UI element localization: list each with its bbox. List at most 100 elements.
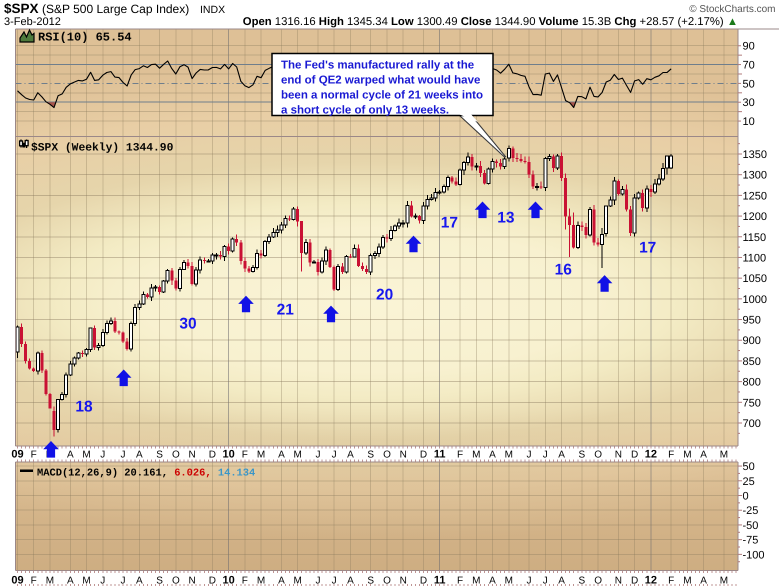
svg-text:900: 900 xyxy=(743,335,761,347)
svg-text:A: A xyxy=(278,576,285,586)
svg-text:1300: 1300 xyxy=(743,170,767,182)
svg-text:30: 30 xyxy=(743,97,755,109)
svg-text:M: M xyxy=(257,450,265,461)
svg-text:(S&P 500 Large Cap Index): (S&P 500 Large Cap Index) xyxy=(42,2,189,16)
svg-text:50: 50 xyxy=(743,78,755,90)
svg-text:750: 750 xyxy=(743,397,761,409)
svg-text:1000: 1000 xyxy=(743,294,767,306)
svg-text:25: 25 xyxy=(743,476,755,488)
svg-text:18: 18 xyxy=(75,399,93,416)
svg-text:S: S xyxy=(579,576,586,586)
svg-text:O: O xyxy=(383,576,391,586)
svg-text:J: J xyxy=(332,450,337,461)
svg-text:12: 12 xyxy=(645,449,657,461)
svg-text:M: M xyxy=(46,576,54,586)
svg-text:1050: 1050 xyxy=(743,273,767,285)
svg-text:F: F xyxy=(457,450,463,461)
svg-text:11: 11 xyxy=(434,449,446,461)
svg-text:S: S xyxy=(367,576,374,586)
svg-text:D: D xyxy=(631,450,638,461)
svg-text:J: J xyxy=(332,576,337,586)
svg-text:M: M xyxy=(505,576,513,586)
svg-text:F: F xyxy=(31,576,37,586)
svg-text:-25: -25 xyxy=(743,505,759,517)
svg-text:A: A xyxy=(489,576,496,586)
svg-text:10: 10 xyxy=(222,449,234,461)
svg-text:D: D xyxy=(420,576,427,586)
svg-text:A: A xyxy=(700,450,707,461)
svg-text:$SPX (Weekly) 1344.90: $SPX (Weekly) 1344.90 xyxy=(31,142,174,155)
svg-text:M: M xyxy=(257,576,265,586)
svg-text:M: M xyxy=(505,450,513,461)
svg-text:M: M xyxy=(683,450,691,461)
svg-text:17: 17 xyxy=(441,215,458,232)
svg-text:10: 10 xyxy=(222,575,234,586)
svg-text:M: M xyxy=(472,450,480,461)
svg-text:J: J xyxy=(527,576,532,586)
svg-text:21: 21 xyxy=(277,302,295,319)
svg-text:F: F xyxy=(242,576,248,586)
svg-text:A: A xyxy=(136,576,143,586)
svg-text:13: 13 xyxy=(497,210,515,227)
svg-text:800: 800 xyxy=(743,377,761,389)
svg-text:The Fed's manufactured rally a: The Fed's manufactured rally at the xyxy=(281,59,474,71)
svg-text:11: 11 xyxy=(434,575,446,586)
svg-text:O: O xyxy=(172,450,180,461)
svg-text:50: 50 xyxy=(743,461,755,473)
svg-text:17: 17 xyxy=(639,240,656,257)
svg-text:S: S xyxy=(156,576,163,586)
svg-text:O: O xyxy=(594,450,602,461)
svg-text:N: N xyxy=(615,576,622,586)
svg-text:A: A xyxy=(558,450,565,461)
svg-text:70: 70 xyxy=(743,60,755,72)
svg-text:Open 1316.16 High 1345.34 Low: Open 1316.16 High 1345.34 Low 1300.49 Cl… xyxy=(243,16,738,28)
svg-text:J: J xyxy=(543,576,548,586)
svg-text:-50: -50 xyxy=(743,520,759,532)
svg-text:M: M xyxy=(293,450,301,461)
svg-text:J: J xyxy=(527,450,532,461)
svg-text:A: A xyxy=(558,576,565,586)
svg-text:A: A xyxy=(489,450,496,461)
svg-text:A: A xyxy=(278,450,285,461)
svg-text:O: O xyxy=(383,450,391,461)
svg-text:D: D xyxy=(420,450,427,461)
svg-text:D: D xyxy=(209,450,216,461)
svg-text:D: D xyxy=(631,576,638,586)
svg-text:700: 700 xyxy=(743,418,761,430)
svg-text:F: F xyxy=(668,450,674,461)
svg-text:© StockCharts.com: © StockCharts.com xyxy=(689,4,775,15)
svg-text:N: N xyxy=(615,450,622,461)
svg-text:F: F xyxy=(31,450,37,461)
svg-text:INDX: INDX xyxy=(200,4,225,16)
svg-text:M: M xyxy=(82,450,90,461)
svg-text:O: O xyxy=(594,576,602,586)
svg-text:1350: 1350 xyxy=(743,149,767,161)
svg-text:N: N xyxy=(188,576,195,586)
svg-text:M: M xyxy=(82,576,90,586)
svg-text:1150: 1150 xyxy=(743,232,767,244)
svg-text:90: 90 xyxy=(743,41,755,53)
svg-text:J: J xyxy=(315,450,320,461)
svg-text:O: O xyxy=(172,576,180,586)
svg-text:1200: 1200 xyxy=(743,211,767,223)
svg-text:0: 0 xyxy=(743,491,749,503)
svg-text:16: 16 xyxy=(555,262,573,279)
svg-text:09: 09 xyxy=(11,575,23,586)
svg-text:M: M xyxy=(720,576,728,586)
svg-text:$SPX: $SPX xyxy=(4,1,39,16)
svg-text:1250: 1250 xyxy=(743,190,767,202)
svg-text:been a normal cycle of 21 week: been a normal cycle of 21 weeks into xyxy=(281,89,483,101)
svg-text:12: 12 xyxy=(645,575,657,586)
svg-text:N: N xyxy=(400,576,407,586)
svg-text:J: J xyxy=(100,450,105,461)
svg-text:A: A xyxy=(347,576,354,586)
svg-text:RSI(10) 65.54: RSI(10) 65.54 xyxy=(38,31,132,45)
svg-text:20: 20 xyxy=(376,287,393,304)
svg-text:F: F xyxy=(457,576,463,586)
svg-text:A: A xyxy=(347,450,354,461)
svg-text:950: 950 xyxy=(743,315,761,327)
svg-text:10: 10 xyxy=(743,116,755,128)
svg-text:A: A xyxy=(67,450,74,461)
svg-text:MACD(12,26,9) 20.161, 6.026, 1: MACD(12,26,9) 20.161, 6.026, 14.134 xyxy=(37,468,255,480)
svg-text:850: 850 xyxy=(743,356,761,368)
